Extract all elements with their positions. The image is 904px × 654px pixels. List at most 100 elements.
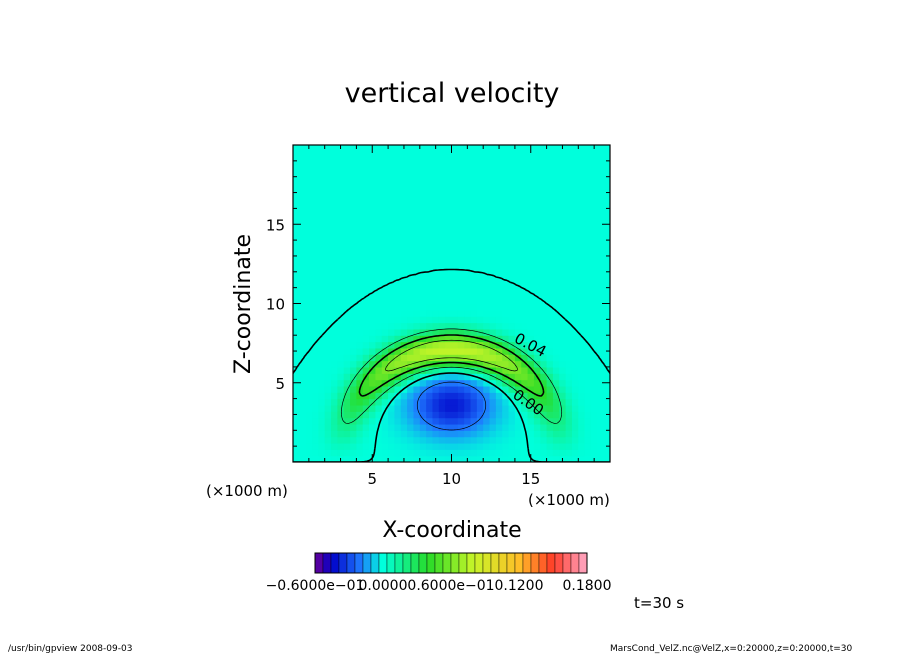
heatmap-cell xyxy=(476,379,484,387)
heatmap-cell xyxy=(356,373,364,381)
heatmap-cell xyxy=(597,221,605,229)
heatmap-cell xyxy=(394,157,402,165)
heatmap-cell xyxy=(508,430,516,438)
heatmap-cell xyxy=(318,208,326,216)
heatmap-cell xyxy=(489,297,497,305)
heatmap-cell xyxy=(343,360,351,368)
heatmap-cell xyxy=(324,284,332,292)
heatmap-cell xyxy=(552,322,560,330)
heatmap-cell xyxy=(413,176,421,184)
heatmap-cell xyxy=(293,417,300,425)
heatmap-cell xyxy=(495,442,503,450)
heatmap-cell xyxy=(337,360,345,368)
heatmap-cell xyxy=(299,271,307,279)
heatmap-cell xyxy=(318,183,326,190)
heatmap-cell xyxy=(527,366,535,374)
heatmap-cell xyxy=(318,335,326,343)
heatmap-cell xyxy=(407,278,415,286)
heatmap-cell xyxy=(483,366,491,374)
heatmap-cell xyxy=(559,157,567,165)
heatmap-cell xyxy=(578,316,586,324)
heatmap-cell xyxy=(350,404,357,412)
heatmap-cell xyxy=(584,341,592,349)
heatmap-cell xyxy=(388,297,396,305)
heatmap-cell xyxy=(369,151,377,159)
heatmap-cell xyxy=(476,404,484,412)
heatmap-cell xyxy=(578,436,586,444)
heatmap-cell xyxy=(559,436,567,444)
heatmap-cell xyxy=(590,309,598,317)
heatmap-cell xyxy=(546,151,554,159)
heatmap-cell xyxy=(559,151,567,159)
heatmap-cell xyxy=(299,398,307,406)
heatmap-cell xyxy=(324,436,332,444)
heatmap-cell xyxy=(464,176,472,184)
heatmap-cell xyxy=(590,404,598,412)
heatmap-cell xyxy=(457,221,465,229)
heatmap-cell xyxy=(413,442,421,450)
heatmap-cell xyxy=(489,347,497,355)
heatmap-cell xyxy=(445,259,453,267)
heatmap-cell xyxy=(293,170,300,178)
heatmap-cell xyxy=(552,303,560,311)
heatmap-cell xyxy=(495,265,503,273)
heatmap-cell xyxy=(318,366,326,374)
heatmap-cell xyxy=(445,227,453,235)
heatmap-cell xyxy=(508,189,516,197)
heatmap-cell xyxy=(483,221,491,229)
heatmap-cell xyxy=(559,316,567,324)
heatmap-cell xyxy=(540,335,548,343)
heatmap-cell xyxy=(293,455,300,462)
heatmap-cell xyxy=(343,145,351,152)
heatmap-cell xyxy=(356,157,364,165)
heatmap-cell xyxy=(369,322,377,330)
heatmap-cell xyxy=(527,398,535,406)
heatmap-cell xyxy=(533,145,541,152)
heatmap-cell xyxy=(476,202,484,209)
heatmap-cell xyxy=(559,271,567,279)
heatmap-cell xyxy=(305,176,313,184)
heatmap-cell xyxy=(533,423,541,431)
heatmap-cell xyxy=(483,417,491,425)
heatmap-cell xyxy=(597,202,605,209)
heatmap-cell xyxy=(533,449,541,457)
heatmap-cell xyxy=(375,170,383,178)
heatmap-cell xyxy=(394,278,402,286)
heatmap-cell xyxy=(571,373,579,381)
heatmap-cell xyxy=(356,322,364,330)
heatmap-cell xyxy=(293,436,300,444)
heatmap-cell xyxy=(445,322,453,330)
heatmap-cell xyxy=(502,297,510,305)
heatmap-cell xyxy=(350,278,357,286)
heatmap-cell xyxy=(407,233,415,241)
heatmap-cell xyxy=(571,303,579,311)
heatmap-cell xyxy=(578,227,586,235)
colorbar-swatch xyxy=(402,552,412,574)
heatmap-cell xyxy=(603,354,610,362)
heatmap-cell xyxy=(457,328,465,336)
heatmap-cell xyxy=(457,430,465,438)
heatmap-cell xyxy=(343,328,351,336)
heatmap-cell xyxy=(331,208,338,216)
heatmap-cell xyxy=(299,354,307,362)
heatmap-cell xyxy=(331,278,338,286)
heatmap-cell xyxy=(590,379,598,387)
heatmap-cell xyxy=(413,335,421,343)
colorbar-swatch xyxy=(490,552,500,574)
heatmap-cell xyxy=(565,341,573,349)
heatmap-cell xyxy=(445,366,453,374)
heatmap-cell xyxy=(476,170,484,178)
heatmap-cell xyxy=(470,170,478,178)
heatmap-cell xyxy=(464,214,472,222)
heatmap-cell xyxy=(407,449,415,457)
heatmap-cell xyxy=(521,309,529,317)
heatmap-cell xyxy=(432,385,440,393)
heatmap-cell xyxy=(362,404,370,412)
heatmap-cell xyxy=(464,328,472,336)
heatmap-cell xyxy=(603,195,610,203)
heatmap-cell xyxy=(419,176,427,184)
heatmap-cell xyxy=(394,455,402,462)
heatmap-cell xyxy=(584,271,592,279)
heatmap-cell xyxy=(571,252,579,260)
heatmap-cell xyxy=(438,303,446,311)
